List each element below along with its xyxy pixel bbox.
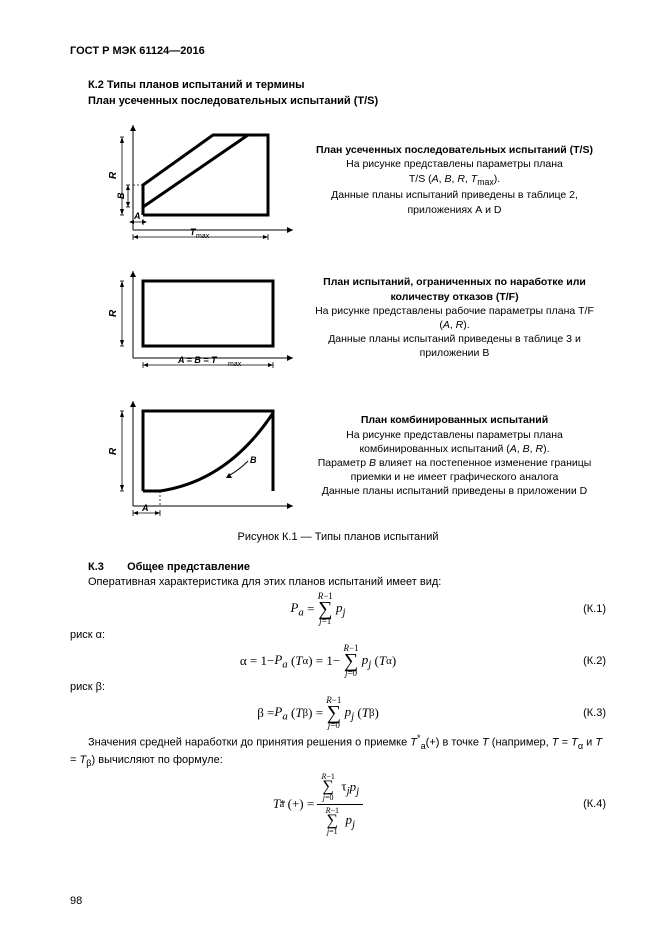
eq-k4-body: T*a (+) = R−1 ∑ j=0 τjpj R−1 ∑ j=1 [70,773,566,836]
document-header: ГОСТ Р МЭК 61124—2016 [70,45,606,57]
k3-num: К.3 [88,561,124,573]
mean-para: Значения средней наработки до принятия р… [70,733,606,770]
fig1-line1: На рисунке представлены параметры плана [346,158,563,170]
svg-text:A: A [133,211,141,221]
k3-text: Общее представление [127,561,250,573]
fig2-line2: Данные планы испытаний приведены в табли… [328,333,581,359]
figure-2-caption: План испытаний, ограниченных по наработк… [303,275,606,360]
equation-k2: α = 1− Pa (Tα) = 1− R−1 ∑ j=0 pj (Tα) (К… [70,644,606,678]
figure-3-caption: План комбинированных испытаний На рисунк… [303,413,606,498]
k3-para: Оперативная характеристика для этих план… [70,575,606,589]
eq-k2-num: (К.2) [566,655,606,667]
eq-k4-num: (К.4) [566,798,606,810]
equation-k1: Pa = R−1 ∑ j=1 pj (К.1) [70,592,606,626]
eq-k3-body: β = Pa (Tβ) = R−1 ∑ j=0 pj (Tβ) [70,696,566,730]
figure-3-svg: B R A [98,391,303,521]
fig3-line3: Данные планы испытаний приведены в прило… [322,485,588,497]
risk-beta-label: риск β: [70,681,606,693]
figure-2-svg: R A = B = T max [98,253,303,383]
figure-3: B R A План комбинированных испытаний На … [70,391,606,521]
k3-heading: К.3 Общее представление [88,561,606,573]
eq-k1-num: (К.1) [566,603,606,615]
svg-text:R: R [108,447,119,455]
figure-caption: Рисунок К.1 — Типы планов испытаний [70,531,606,543]
svg-text:B: B [250,455,257,465]
k2-title: К.2 Типы планов испытаний и термины [88,79,606,91]
fig3-title: План комбинированных испытаний [361,414,548,426]
equation-k3: β = Pa (Tβ) = R−1 ∑ j=0 pj (Tβ) (К.3) [70,696,606,730]
fig1-line3: Данные планы испытаний приведены в табли… [331,189,578,215]
fig2-title: План испытаний, ограниченных по наработк… [323,276,586,302]
figure-1-caption: План усеченных последовательных испытани… [303,143,606,217]
equation-k4: T*a (+) = R−1 ∑ j=0 τjpj R−1 ∑ j=1 [70,773,606,836]
fig3-line1: На рисунке представлены параметры плана … [346,429,563,455]
svg-text:A: A [141,503,149,513]
eq-k1-body: Pa = R−1 ∑ j=1 pj [70,592,566,626]
page-number: 98 [70,895,82,907]
svg-text:R: R [108,171,119,179]
k2-subtitle: План усеченных последовательных испытани… [88,95,606,107]
fig1-line2: T/S (A, B, R, Tmax). [409,173,500,185]
svg-text:R: R [108,309,119,317]
svg-text:max: max [196,233,210,240]
figure-1: R B A T max План усеченных последо [70,115,606,245]
svg-text:max: max [228,361,242,368]
risk-alpha-label: риск α: [70,629,606,641]
svg-text:B: B [116,192,126,199]
svg-text:A = B = T: A = B = T [177,355,218,365]
figure-1-svg: R B A T max [98,115,303,245]
eq-k2-body: α = 1− Pa (Tα) = 1− R−1 ∑ j=0 pj (Tα) [70,644,566,678]
fig1-title: План усеченных последовательных испытани… [316,144,593,156]
eq-k3-num: (К.3) [566,707,606,719]
figure-2: R A = B = T max План испытаний, ограниче… [70,253,606,383]
fig2-line1: На рисунке представлены рабочие параметр… [315,305,594,331]
fig3-line2: Параметр B влияет на постепенное изменен… [318,457,592,483]
